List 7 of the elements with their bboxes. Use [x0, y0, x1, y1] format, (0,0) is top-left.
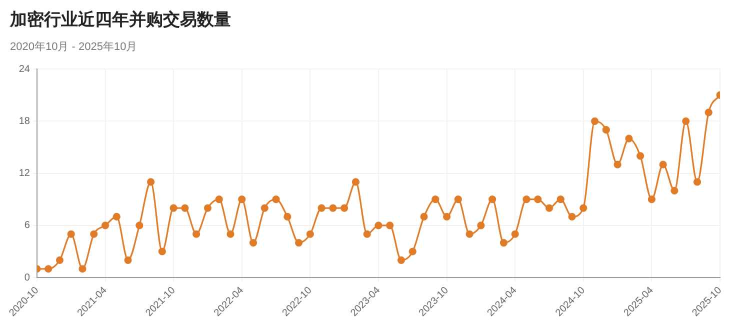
y-tick-label: 18 — [18, 116, 30, 127]
y-tick-label: 6 — [24, 220, 30, 232]
chart-title: 加密行业近四年并购交易数量 — [10, 9, 232, 31]
chart-subtitle: 2020年10月 - 2025年10月 — [10, 40, 138, 54]
y-tick-label: 24 — [18, 64, 30, 75]
y-tick-label: 0 — [24, 272, 30, 284]
y-tick-label: 12 — [18, 168, 30, 180]
